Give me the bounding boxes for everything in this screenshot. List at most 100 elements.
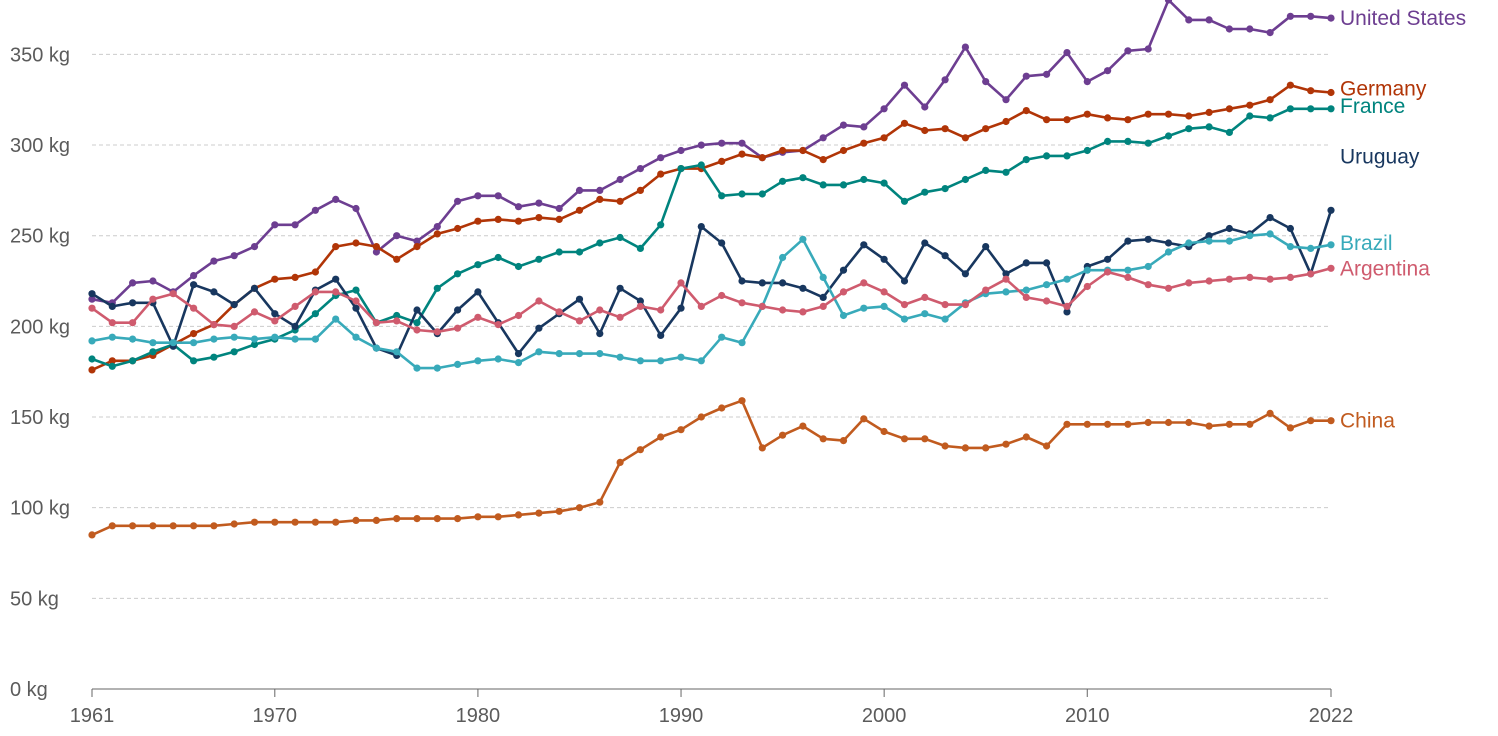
data-point xyxy=(616,197,624,205)
data-point xyxy=(1205,123,1213,131)
data-point xyxy=(921,293,929,301)
data-point xyxy=(1002,275,1010,283)
data-point xyxy=(514,350,523,358)
data-point xyxy=(88,366,96,374)
data-point xyxy=(1205,108,1213,116)
data-point xyxy=(291,518,299,526)
data-point xyxy=(697,357,705,365)
series-label: United States xyxy=(1340,7,1466,30)
data-point xyxy=(697,302,705,310)
data-point xyxy=(799,422,807,430)
data-point xyxy=(677,165,685,173)
data-point xyxy=(1022,259,1030,267)
data-point xyxy=(474,261,482,269)
data-point xyxy=(352,516,360,525)
data-point xyxy=(860,241,868,249)
data-point xyxy=(1063,152,1071,160)
data-point xyxy=(555,215,563,223)
data-point xyxy=(758,279,766,287)
data-point xyxy=(575,504,584,512)
data-point xyxy=(1266,409,1274,417)
data-point xyxy=(413,515,421,523)
data-point xyxy=(738,150,746,158)
x-axis: 1961 1970 1980 1990 2000 2010 2022 xyxy=(70,688,1353,727)
data-point xyxy=(596,330,604,338)
data-point xyxy=(514,203,523,211)
data-point xyxy=(1164,284,1173,292)
data-point xyxy=(839,181,848,189)
data-point xyxy=(1225,275,1233,283)
data-point xyxy=(1205,277,1213,285)
data-point xyxy=(1043,259,1051,267)
data-point xyxy=(1144,235,1152,243)
data-point xyxy=(900,301,909,309)
data-point xyxy=(1225,237,1233,245)
data-point xyxy=(941,301,949,309)
y-tick-label: 250 kg xyxy=(10,226,70,248)
data-point xyxy=(250,518,259,526)
data-point xyxy=(1185,16,1193,24)
data-point xyxy=(250,284,259,292)
data-point xyxy=(291,302,299,310)
data-point xyxy=(636,165,645,173)
data-point xyxy=(108,319,116,327)
data-point xyxy=(230,348,238,356)
data-point xyxy=(1002,96,1010,104)
data-point xyxy=(454,360,462,368)
data-point xyxy=(1164,0,1173,4)
data-point xyxy=(1266,28,1274,37)
data-point xyxy=(474,313,482,321)
data-point xyxy=(1022,72,1030,80)
data-point xyxy=(474,288,482,296)
data-point xyxy=(514,359,523,367)
data-point xyxy=(1164,132,1173,140)
data-point xyxy=(88,290,96,298)
data-point xyxy=(250,335,259,343)
data-point xyxy=(372,248,380,256)
data-point xyxy=(1307,417,1315,425)
data-point xyxy=(149,295,157,303)
data-point xyxy=(941,76,949,84)
data-point xyxy=(1225,128,1233,136)
data-point xyxy=(535,199,543,207)
data-point xyxy=(961,43,970,51)
data-point xyxy=(758,302,766,310)
data-point xyxy=(454,224,462,233)
data-point xyxy=(819,302,827,310)
x-tick-label: 1980 xyxy=(456,705,501,727)
data-point xyxy=(758,190,766,198)
data-point xyxy=(982,286,990,294)
data-point xyxy=(271,275,279,283)
data-point xyxy=(1246,420,1254,428)
data-point xyxy=(839,266,848,274)
data-point xyxy=(779,306,787,314)
data-point xyxy=(738,277,746,285)
data-point xyxy=(393,311,401,320)
data-point xyxy=(900,119,909,127)
data-point xyxy=(779,253,787,262)
data-point xyxy=(210,522,218,530)
data-point xyxy=(169,290,177,298)
data-point xyxy=(779,431,787,439)
data-point xyxy=(291,273,299,281)
data-point xyxy=(596,350,604,358)
data-point xyxy=(250,308,259,316)
data-point xyxy=(697,161,705,169)
data-point xyxy=(1286,273,1294,281)
data-point xyxy=(738,397,746,405)
data-point xyxy=(636,357,645,365)
data-point xyxy=(921,310,929,318)
data-point xyxy=(718,192,726,200)
data-point xyxy=(190,339,198,347)
data-point xyxy=(332,518,340,526)
data-point xyxy=(210,353,218,361)
data-point xyxy=(1104,420,1112,428)
data-point xyxy=(1286,224,1294,233)
data-point xyxy=(149,339,157,347)
data-point xyxy=(190,330,198,338)
data-point xyxy=(1002,288,1010,296)
data-point xyxy=(982,444,990,452)
y-tick-label: 200 kg xyxy=(10,316,70,338)
data-point xyxy=(494,253,502,262)
